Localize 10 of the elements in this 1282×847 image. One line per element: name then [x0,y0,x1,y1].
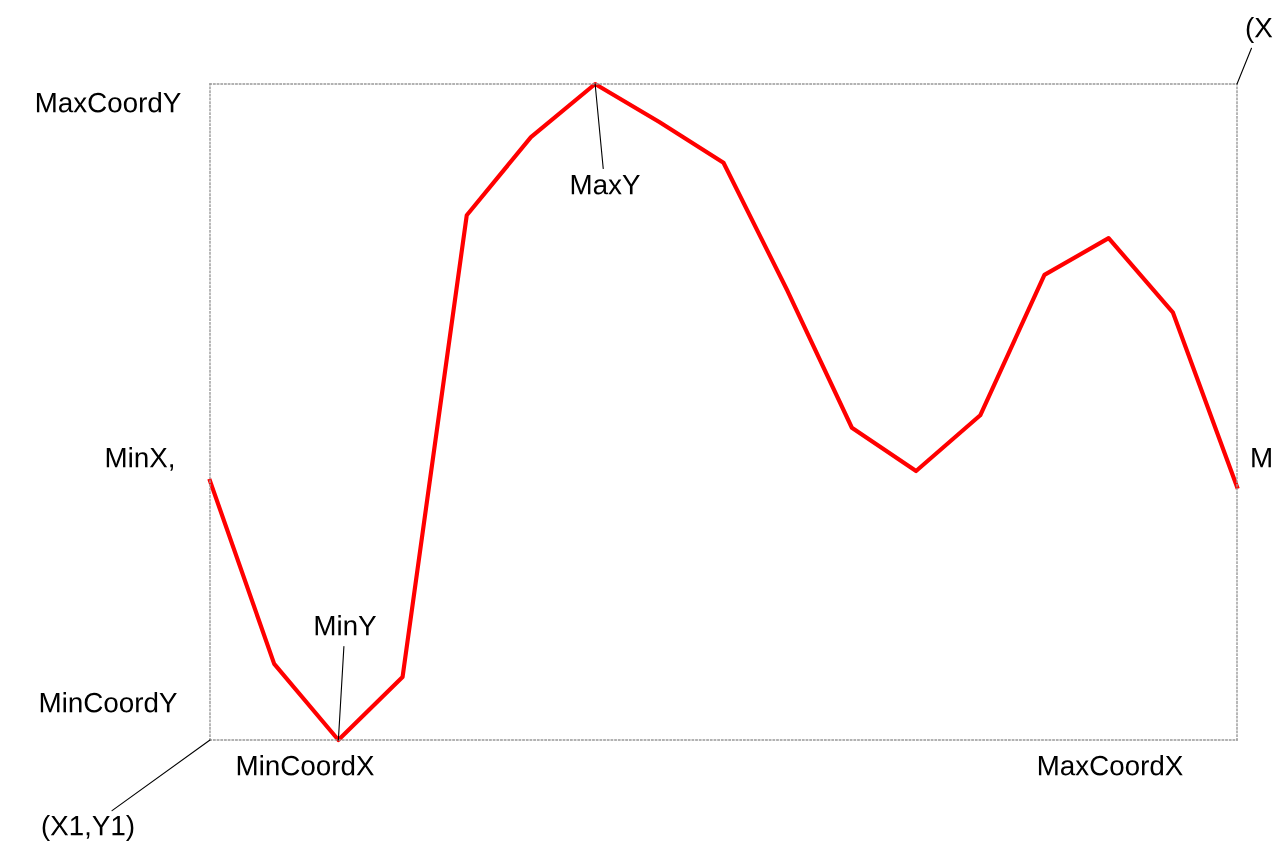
text: MinCoordY [40,692,177,713]
text: MaxCoordX [1038,755,1183,776]
text: MinX, [106,447,174,471]
text: (X1,Y1) [42,815,134,841]
annotation: MinY [315,615,377,636]
text: M [1252,448,1271,468]
annotation: MaxY [571,175,640,195]
text: (X [1246,17,1273,43]
text: MaxCoordY [36,92,181,113]
text: MinCoordX [237,755,374,776]
